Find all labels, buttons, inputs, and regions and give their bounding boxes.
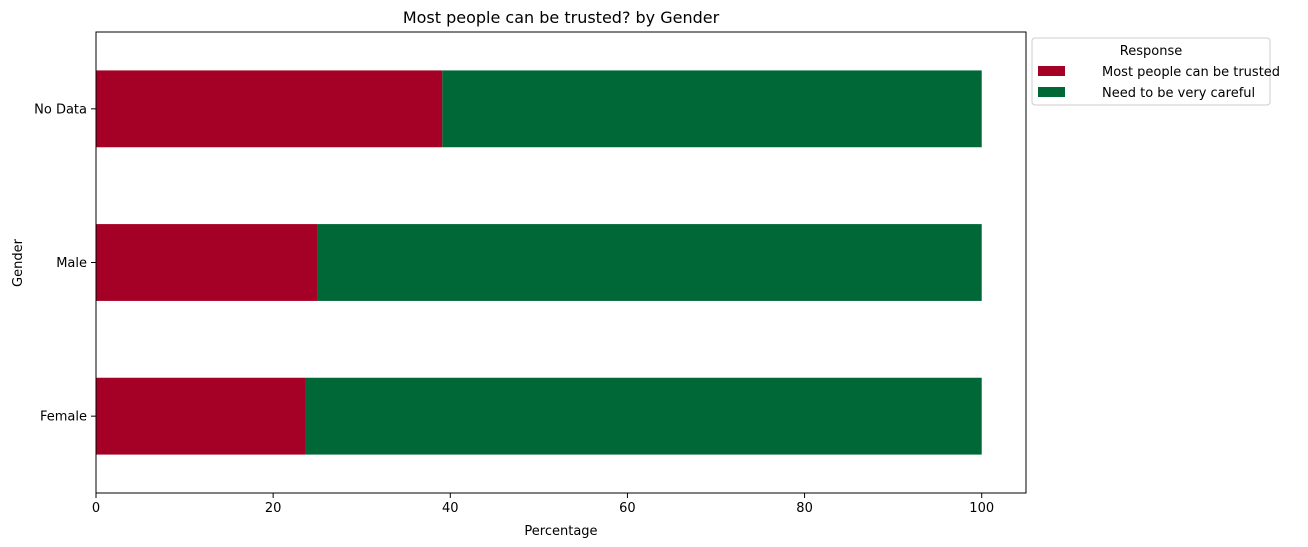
x-tick-label: 20	[265, 501, 282, 516]
axes-layer: 0 20 40 60 80 100 Female Male No Data	[34, 31, 1027, 516]
legend-box	[1031, 37, 1271, 106]
legend: Response Most people can be trusted Need t…	[1031, 37, 1280, 106]
bar-female-series-1	[96, 377, 306, 455]
chart-title: Most people can be trusted? by Gender	[403, 8, 720, 27]
bar-female-series-2	[305, 377, 982, 455]
bars-layer	[96, 70, 982, 455]
y-tick-label: Male	[56, 256, 87, 271]
bar-no-data-series-1	[96, 70, 443, 148]
x-tick-label: 100	[969, 501, 994, 516]
x-axis-label: Percentage	[524, 524, 597, 539]
bar-male-series-1	[96, 224, 318, 301]
x-tick-label: 60	[619, 501, 636, 516]
legend-swatch	[1038, 87, 1065, 97]
bar-male-series-2	[317, 224, 982, 301]
legend-swatch	[1038, 66, 1065, 76]
x-tick-label: 40	[442, 501, 459, 516]
legend-title: Response	[1120, 44, 1182, 59]
y-axis-label: Gender	[11, 238, 26, 287]
x-tick-label: 0	[92, 501, 100, 516]
x-tick-label: 80	[796, 501, 813, 516]
y-tick-label: Female	[40, 410, 87, 425]
y-tick-label: No Data	[34, 102, 87, 117]
bar-no-data-series-2	[442, 70, 982, 148]
legend-entry-label: Need to be very careful	[1102, 86, 1255, 101]
legend-entry-label: Most people can be trusted	[1102, 65, 1280, 80]
